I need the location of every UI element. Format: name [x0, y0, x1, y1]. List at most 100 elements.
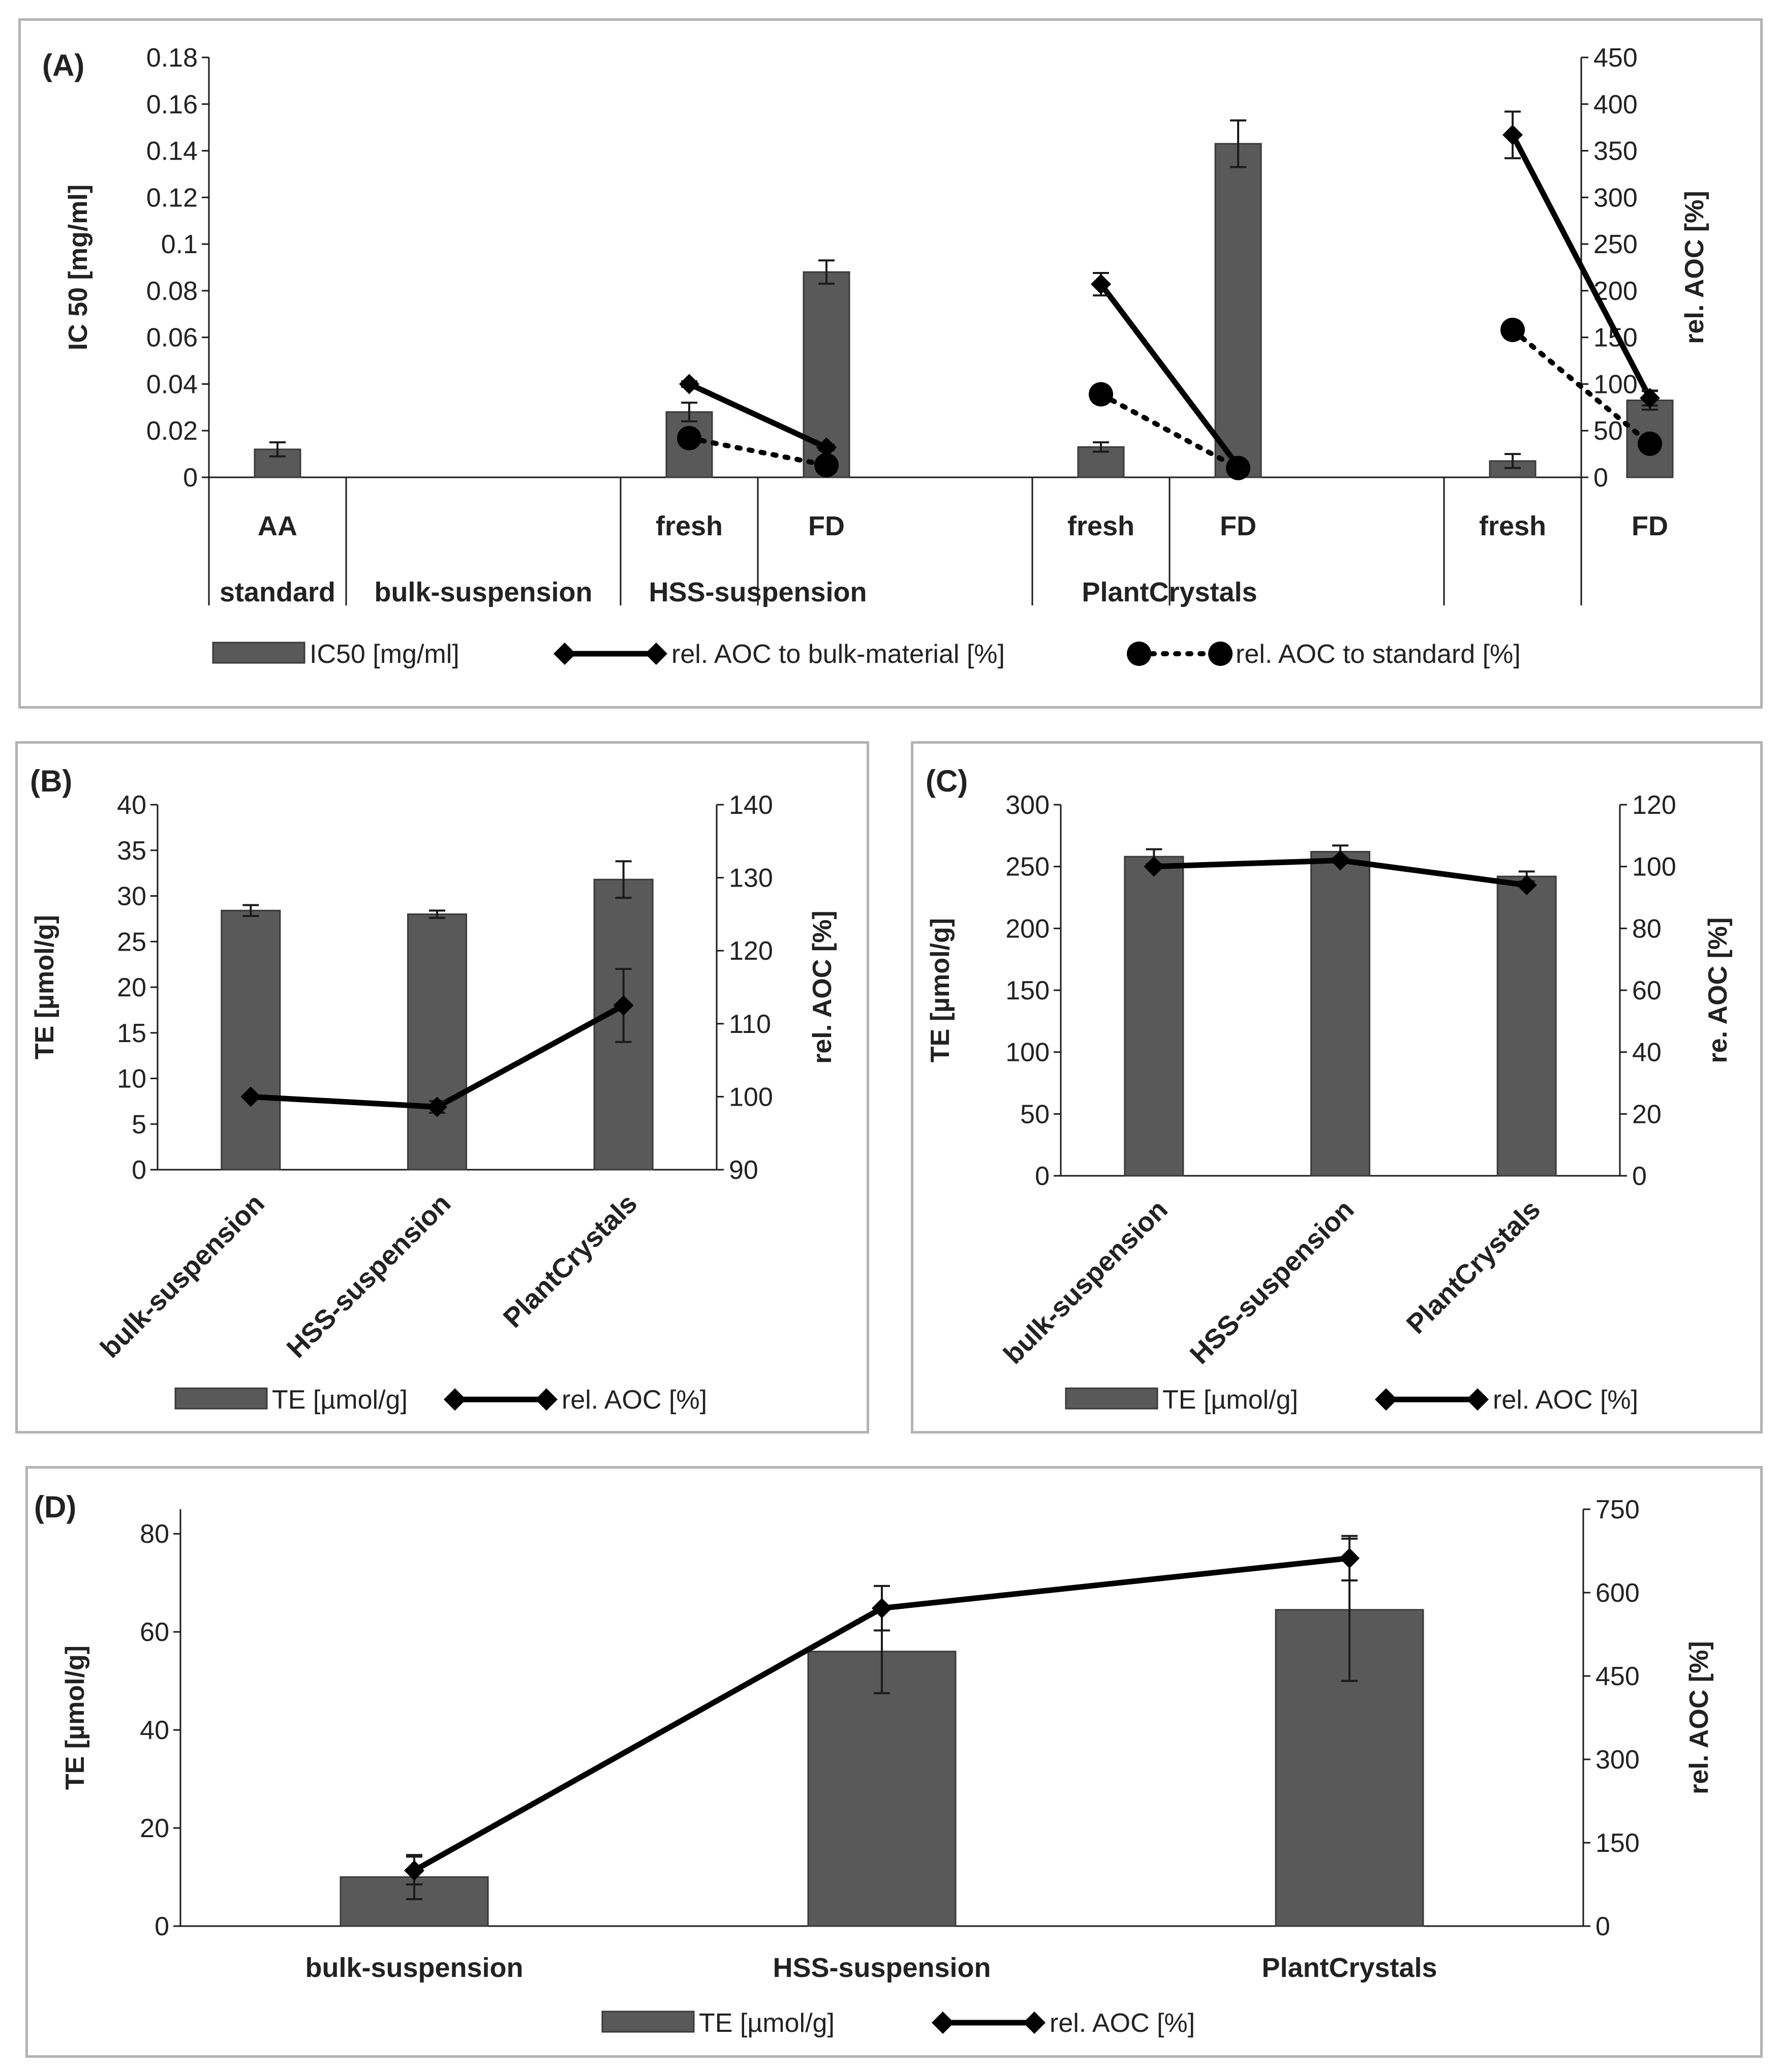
series-standard-point-a-0-0 [677, 425, 701, 450]
y2tick-label-a-1: 50 [1593, 416, 1623, 446]
y2tick-label-d-3: 450 [1595, 1662, 1640, 1691]
legend-label-a-0: IC50 [mg/ml] [310, 639, 459, 669]
y2tick-label-c-3: 60 [1632, 976, 1662, 1005]
ytick-label-a-1: 0.02 [146, 416, 198, 446]
xtick-label-d-2: PlantCrystals [1262, 1953, 1437, 1983]
xtick-label-c-0: bulk-suspension [998, 1194, 1174, 1370]
series-aoc-point-b-1 [427, 1096, 447, 1117]
panel-d: (D) 0 20 40 60 80 0 150 300 450 600 750 TE [µmol/g] r… [25, 1466, 1763, 2058]
series-aoc-point-c-0 [1144, 856, 1164, 877]
bar-c-2 [1496, 875, 1557, 1177]
series-bulk-point-a-0-1 [816, 437, 837, 458]
legend-marker-right-c-1 [1466, 1388, 1489, 1411]
legend-swatch-d-0 [601, 2010, 695, 2033]
errbar-a-0 [269, 441, 286, 458]
ytick-label-b-5: 25 [117, 927, 146, 957]
series-aoc-point-c-1 [1330, 850, 1350, 871]
xgroup-label-a-1: bulk-suspension [374, 577, 592, 607]
ylabel-c: TE [µmol/g] [926, 918, 955, 1062]
bar-d-1 [807, 1651, 957, 1927]
y2tick-label-b-3: 120 [729, 936, 773, 966]
series-aoc-point-d-1 [872, 1598, 892, 1619]
chart-c: (C) 0 50 100 150 200 250 300 0 20 40 60 80 100 120 TE [… [926, 764, 1733, 1415]
y2tick-label-d-2: 300 [1595, 1745, 1640, 1775]
legend-marker-right-d-1 [1023, 2012, 1046, 2034]
y2tick-label-b-2: 110 [729, 1010, 771, 1039]
legend-entry-d-1: rel. AOC [%] [932, 2008, 1195, 2038]
series-standard-line-a-0 [687, 435, 829, 468]
xtick-label-a-5: fresh [1479, 511, 1546, 541]
y2tick-label-b-0: 90 [729, 1155, 758, 1185]
ytick-label-a-6: 0.12 [146, 183, 198, 212]
series-standard-point-a-0-1 [814, 453, 839, 478]
legend-marker-right-b-1 [535, 1388, 558, 1411]
ytick-label-a-2: 0.04 [146, 370, 198, 399]
ytick-label-c-4: 200 [1005, 914, 1050, 943]
xtick-label-a-0: AA [258, 511, 297, 541]
panel-b: (B) 0 5 10 15 20 25 30 35 40 90 100 110 120 130 140 TE [… [15, 741, 869, 1434]
xtick-label-a-4: FD [1220, 511, 1256, 541]
ytick-label-c-3: 150 [1005, 976, 1050, 1005]
series-bulk-line-a-1 [1098, 282, 1241, 468]
y2label-d: rel. AOC [%] [1684, 1641, 1714, 1794]
legend-label-c-1: rel. AOC [%] [1493, 1385, 1638, 1415]
y2tick-label-d-1: 150 [1595, 1829, 1640, 1858]
series-bulk-point-a-1-0 [1091, 274, 1111, 295]
legend-entry-a-0: IC50 [mg/ml] [212, 639, 459, 669]
y2tick-label-b-5: 140 [729, 790, 773, 820]
y2tick-label-b-1: 100 [729, 1082, 773, 1112]
series-standard-line-a-1 [1098, 391, 1241, 471]
bar-c-0 [1124, 856, 1184, 1177]
ylabel-a: IC 50 [mg/ml] [64, 185, 93, 351]
series-bulk-line-a-0 [688, 381, 828, 450]
legend-marker-left-a-1 [554, 643, 576, 665]
errbar-a-1 [681, 402, 697, 422]
series-standard-point-a-2-0 [1500, 317, 1525, 342]
legend-label-b-1: rel. AOC [%] [562, 1385, 707, 1415]
legend-entry-c-1: rel. AOC [%] [1375, 1385, 1638, 1415]
y2tick-label-c-4: 80 [1632, 914, 1662, 943]
legend-label-d-1: rel. AOC [%] [1050, 2008, 1195, 2038]
legend-marker-right-a-2 [1208, 642, 1233, 666]
bar-a-4 [1214, 143, 1262, 478]
legend-marker-left-a-2 [1127, 642, 1151, 666]
xtick-label-a-3: fresh [1067, 511, 1134, 541]
y2tick-label-a-8: 400 [1593, 90, 1638, 119]
panel-a: (A) 0 0.02 0.04 0.06 0.08 0.1 0.12 0.14 0.16 0.18 0… [18, 18, 1763, 709]
ytick-label-b-0: 0 [132, 1155, 146, 1185]
ytick-label-b-8: 40 [117, 790, 146, 820]
legend-label-b-0: TE [µmol/g] [272, 1385, 408, 1415]
bar-b-0 [221, 909, 281, 1171]
series-bulk-point-a-2-1 [1640, 387, 1660, 408]
ytick-label-a-7: 0.14 [146, 137, 198, 166]
series-bulk-point-a-1-1 [1228, 455, 1248, 476]
y2label-b: rel. AOC [%] [808, 910, 837, 1063]
legend-label-d-0: TE [µmol/g] [699, 2008, 835, 2038]
legend-marker-right-a-1 [645, 643, 667, 665]
ytick-label-c-0: 0 [1035, 1162, 1050, 1191]
y2tick-label-d-5: 750 [1595, 1495, 1640, 1525]
ytick-label-d-3: 60 [140, 1618, 169, 1647]
xtick-label-a-6: FD [1632, 511, 1668, 541]
xtick-label-b-1: HSS-suspension [281, 1188, 457, 1364]
series-aoc-point-d-2 [1339, 1548, 1360, 1569]
xtick-label-a-1: fresh [656, 511, 723, 541]
bar-b-1 [407, 913, 467, 1171]
legend-swatch-b-0 [174, 1387, 268, 1410]
panel-c: (C) 0 50 100 150 200 250 300 0 20 40 60 80 100 120 TE [… [911, 741, 1763, 1434]
series-bulk-point-a-2-0 [1502, 125, 1523, 145]
chart-a: (A) 0 0.02 0.04 0.06 0.08 0.1 0.12 0.14 0.16 0.18 0… [42, 43, 1709, 669]
xgroup-label-a-2: HSS-suspension [649, 577, 867, 607]
chart-b: (B) 0 5 10 15 20 25 30 35 40 90 100 110 120 130 140 TE [… [30, 764, 837, 1415]
ytick-label-a-3: 0.06 [146, 323, 198, 353]
legend-entry-b-1: rel. AOC [%] [444, 1385, 707, 1415]
series-aoc-point-c-2 [1516, 875, 1537, 896]
xtick-label-b-0: bulk-suspension [95, 1188, 270, 1364]
series-aoc-point-b-2 [613, 995, 634, 1016]
chart-d: (D) 0 20 40 60 80 0 150 300 450 600 750 TE [µmol/g] r… [34, 1490, 1714, 2038]
y2tick-label-c-6: 120 [1632, 790, 1676, 820]
y2tick-label-d-0: 0 [1595, 1912, 1610, 1941]
series-standard-point-a-2-1 [1638, 431, 1662, 456]
ytick-label-c-5: 250 [1005, 852, 1050, 882]
panel-label-c: (C) [926, 764, 968, 798]
